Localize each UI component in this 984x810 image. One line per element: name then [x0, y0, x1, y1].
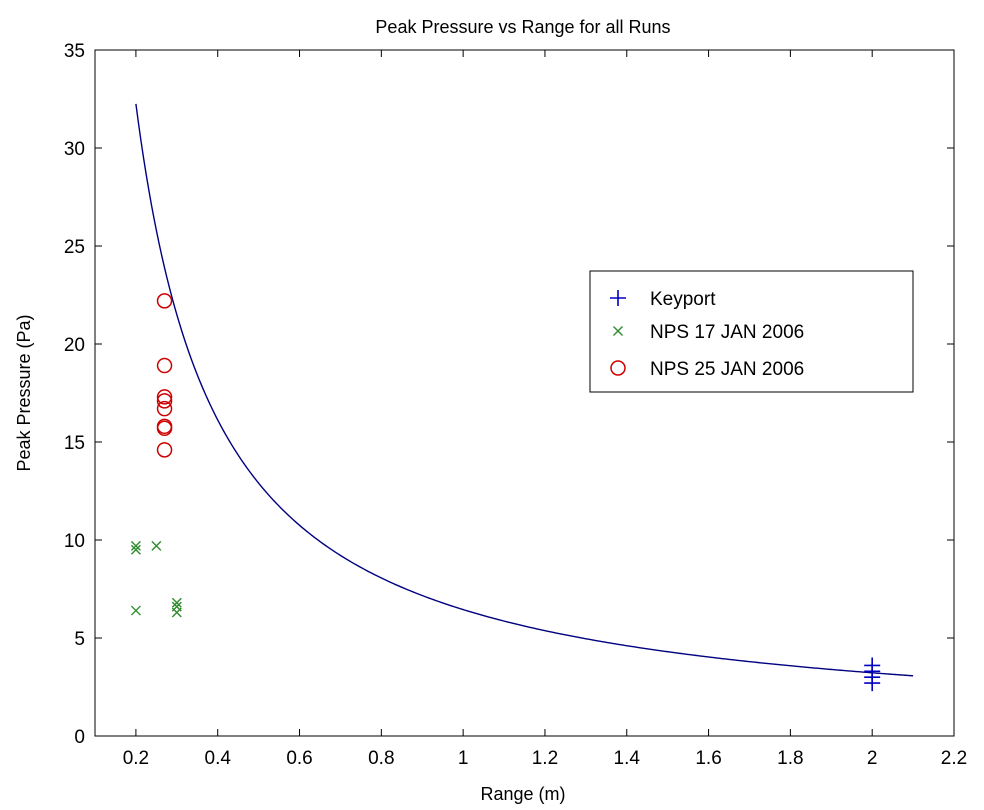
x-tick-label: 1.2 [532, 748, 558, 769]
y-tick-label: 10 [64, 531, 85, 552]
legend-marker-3 [610, 360, 626, 376]
data-point-series-2 [130, 605, 141, 616]
legend-marker-1 [610, 290, 626, 306]
y-tick-label: 30 [64, 139, 85, 160]
x-tick-label: 1.6 [695, 748, 721, 769]
legend-marker-2 [613, 326, 623, 336]
legend-label-2: NPS 17 JAN 2006 [650, 322, 804, 343]
x-tick-label: 0.4 [205, 748, 232, 769]
fit-layer [135, 103, 914, 677]
y-tick-label: 25 [64, 237, 85, 258]
x-tick-label: 1.4 [614, 748, 641, 769]
y-axis-label: Peak Pressure (Pa) [14, 314, 34, 471]
x-tick-label: 2 [867, 748, 878, 769]
y-tick-label: 35 [64, 41, 85, 62]
data-point-series-3 [156, 293, 173, 309]
legend-label-3: NPS 25 JAN 2006 [650, 359, 804, 380]
data-point-series-2 [130, 540, 141, 551]
plot-area [94, 49, 955, 737]
x-tick-label: 2.2 [941, 748, 967, 769]
ticks-layer: 0.2 0.4 0.6 0.8 1 1.2 1.4 1.6 1.8 2 2.2 0 5 10 15 20 25 3… [64, 41, 967, 769]
x-tick-label: 1.8 [777, 748, 803, 769]
legend: Keyport NPS 17 JAN 2006 NPS 25 JAN 2006 [589, 270, 914, 393]
x-tick-label: 0.6 [286, 748, 312, 769]
data-point-series-2 [171, 607, 182, 618]
data-point-series-2 [130, 544, 141, 555]
y-tick-label: 20 [64, 335, 85, 356]
data-point-series-2 [171, 597, 182, 608]
plot-frame [94, 49, 955, 737]
data-point-series-3 [156, 442, 173, 458]
data-point-series-3 [156, 393, 173, 409]
data-point-series-3 [156, 357, 173, 374]
points-layer [130, 293, 881, 692]
data-point-series-2 [151, 540, 162, 551]
data-point-series-3 [156, 420, 173, 437]
fit-curve [135, 103, 914, 677]
x-axis-label: Range (m) [480, 784, 565, 804]
chart-title: Peak Pressure vs Range for all Runs [375, 17, 670, 37]
legend-box [589, 270, 914, 393]
x-tick-label: 0.2 [123, 748, 149, 769]
legend-label-1: Keyport [650, 289, 716, 310]
y-tick-label: 5 [74, 629, 85, 650]
x-tick-label: 1 [458, 748, 469, 769]
legend-entries: Keyport NPS 17 JAN 2006 NPS 25 JAN 2006 [610, 289, 804, 380]
data-point-series-3 [156, 400, 173, 417]
y-tick-label: 15 [64, 433, 85, 454]
y-tick-label: 0 [74, 727, 85, 748]
x-tick-label: 0.8 [368, 748, 394, 769]
data-point-series-1 [864, 675, 881, 692]
data-point-series-3 [156, 389, 173, 405]
